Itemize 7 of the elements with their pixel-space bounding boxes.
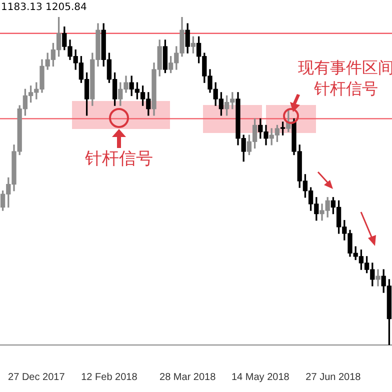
x-tick-label: 27 Jun 2018: [306, 372, 362, 383]
text: 1183.13 1205.84: [1, 1, 88, 14]
x-tick-label: 14 May 2018: [231, 372, 290, 383]
x-tick-label: 27 Dec 2017: [8, 372, 66, 383]
x-tick-label: 28 Mar 2018: [160, 372, 216, 383]
annotation: 针杆信号: [84, 148, 154, 170]
x-tick-label: 12 Feb 2018: [81, 372, 138, 383]
